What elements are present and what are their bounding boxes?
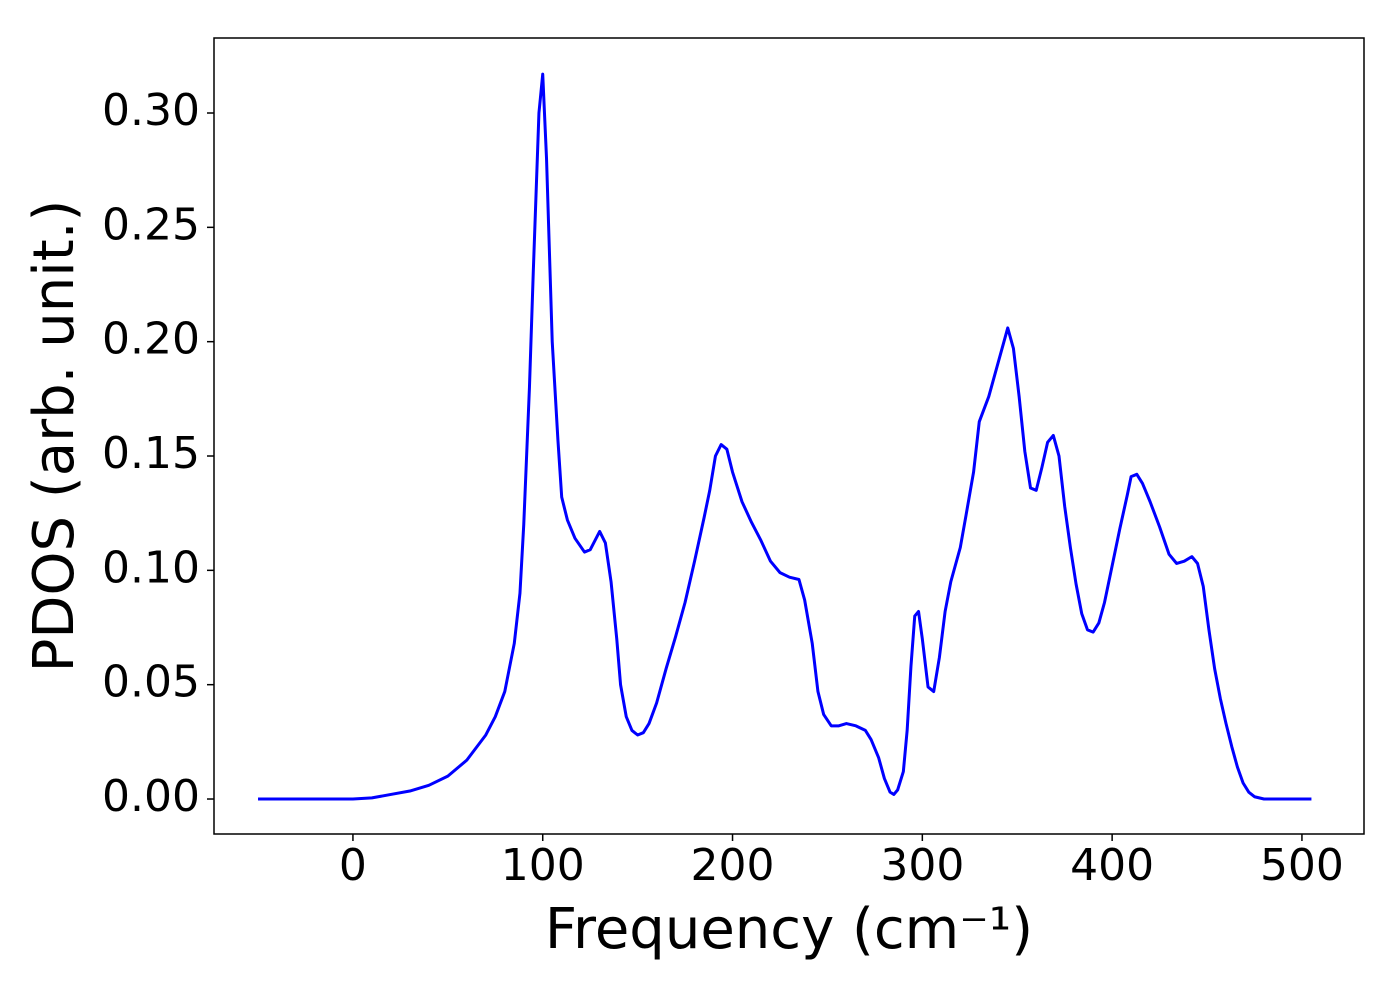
y-tick-label: 0.30 (102, 85, 200, 136)
x-tick-label: 300 (880, 840, 964, 891)
x-tick-label: 200 (691, 840, 775, 891)
x-tick-label: 400 (1070, 840, 1154, 891)
x-tick-label: 500 (1260, 840, 1344, 891)
y-tick-label: 0.20 (102, 314, 200, 365)
y-axis-label: PDOS (arb. unit.) (22, 200, 87, 673)
line (258, 72, 1312, 801)
y-tick-label: 0.10 (102, 542, 200, 593)
y-tick-label: 0.15 (102, 428, 200, 479)
y-tick-label: 0.05 (102, 657, 200, 708)
plot-frame (213, 37, 1365, 835)
x-axis-label: Frequency (cm⁻¹) (545, 897, 1033, 962)
y-tick-label: 0.00 (102, 771, 200, 822)
x-tick-label: 0 (339, 840, 367, 891)
y-tick-label: 0.25 (102, 199, 200, 250)
x-tick-label: 100 (501, 840, 585, 891)
